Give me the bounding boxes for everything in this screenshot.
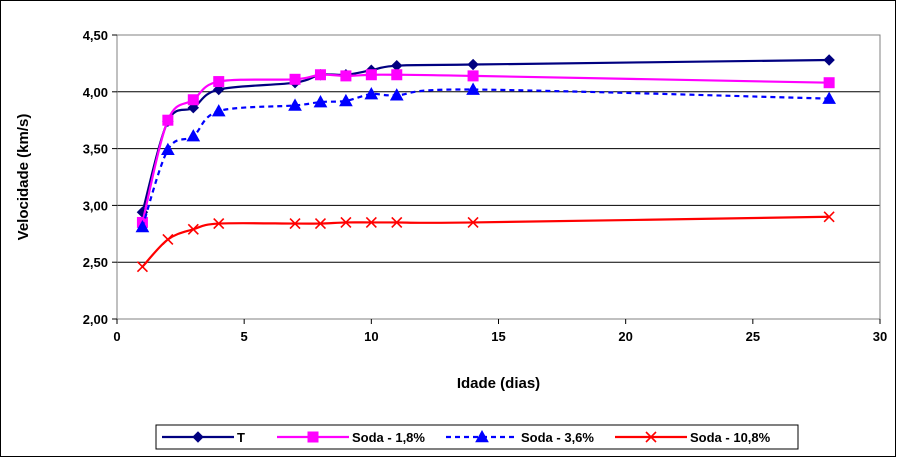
legend-label: Soda - 1,8% xyxy=(352,430,425,445)
data-point xyxy=(162,233,174,246)
legend-item-3: Soda - 3,6% xyxy=(446,429,594,445)
marker-stroke xyxy=(213,218,225,230)
data-point xyxy=(340,70,352,82)
data-point xyxy=(211,104,226,117)
legend-marker xyxy=(307,431,319,443)
data-point xyxy=(213,76,225,88)
data-point xyxy=(467,70,479,82)
legend-label: Soda - 10,8% xyxy=(690,430,771,445)
data-point xyxy=(364,87,379,100)
legend: T Soda - 1,8% Soda - 3,6% Soda - 10,8% xyxy=(155,424,799,450)
legend-marker xyxy=(475,429,489,443)
x-tick-label: 5 xyxy=(241,329,248,344)
marker-stroke xyxy=(314,218,327,230)
data-point xyxy=(314,69,326,81)
legend-label: Soda - 3,6% xyxy=(521,430,594,445)
data-point xyxy=(135,219,150,233)
data-point xyxy=(339,93,353,107)
data-point xyxy=(822,91,836,104)
data-point xyxy=(467,216,479,229)
data-point xyxy=(186,129,201,142)
data-point xyxy=(187,223,199,235)
legend-box xyxy=(155,424,799,450)
legend-marker xyxy=(645,431,657,443)
data-point xyxy=(314,218,327,230)
marker-stroke xyxy=(340,216,352,229)
x-tick-label: 15 xyxy=(491,329,505,344)
legend-item-1: T xyxy=(162,430,245,445)
axis-ticks: 2,00 2,50 3,00 3,50 4,00 4,50 0 5 10 15 20 25 30 xyxy=(83,28,888,344)
data-point xyxy=(340,216,352,229)
data-point xyxy=(365,69,377,81)
y-tick-label: 3,00 xyxy=(83,198,108,213)
x-tick-label: 30 xyxy=(873,329,887,344)
marker-stroke xyxy=(823,211,835,223)
series-4 xyxy=(136,211,835,273)
data-point xyxy=(823,54,835,66)
y-tick-label: 4,50 xyxy=(83,28,108,43)
x-tick-label: 20 xyxy=(618,329,632,344)
legend-marker xyxy=(192,431,204,443)
data-point xyxy=(823,211,835,223)
data-point xyxy=(391,69,403,81)
marker-stroke xyxy=(289,218,301,230)
series-3 xyxy=(135,82,836,233)
x-tick-label: 25 xyxy=(746,329,760,344)
data-point xyxy=(289,218,301,230)
x-axis-title: Idade (dias) xyxy=(457,375,540,392)
marker-stroke xyxy=(391,216,403,229)
data-point xyxy=(466,82,480,95)
series-group xyxy=(135,54,836,273)
data-point xyxy=(136,261,148,273)
y-axis-title: Velocidade (km/s) xyxy=(15,114,32,241)
data-point xyxy=(313,94,328,108)
legend-item-4: Soda - 10,8% xyxy=(615,430,771,445)
legend-label: T xyxy=(237,430,245,445)
y-tick-label: 2,50 xyxy=(83,255,108,270)
marker-stroke xyxy=(365,216,377,229)
data-point xyxy=(389,88,404,101)
data-point xyxy=(213,218,225,230)
data-point xyxy=(467,58,479,71)
y-tick-label: 3,50 xyxy=(83,142,108,157)
data-point xyxy=(391,216,403,229)
data-point xyxy=(289,73,301,85)
data-point xyxy=(823,77,835,89)
data-point xyxy=(187,94,199,106)
data-point xyxy=(365,216,377,229)
y-tick-label: 2,00 xyxy=(83,312,108,327)
data-point xyxy=(288,98,302,111)
data-point xyxy=(162,114,174,126)
marker-stroke xyxy=(467,216,479,229)
x-tick-label: 10 xyxy=(364,329,378,344)
marker-stroke xyxy=(187,223,199,235)
data-point xyxy=(161,142,175,156)
marker-stroke xyxy=(162,233,174,246)
marker-stroke xyxy=(645,431,657,443)
y-tick-label: 4,00 xyxy=(83,85,108,100)
x-tick-label: 0 xyxy=(113,329,120,344)
marker-stroke xyxy=(136,261,148,273)
series-line xyxy=(141,88,830,228)
legend-item-2: Soda - 1,8% xyxy=(277,430,425,445)
